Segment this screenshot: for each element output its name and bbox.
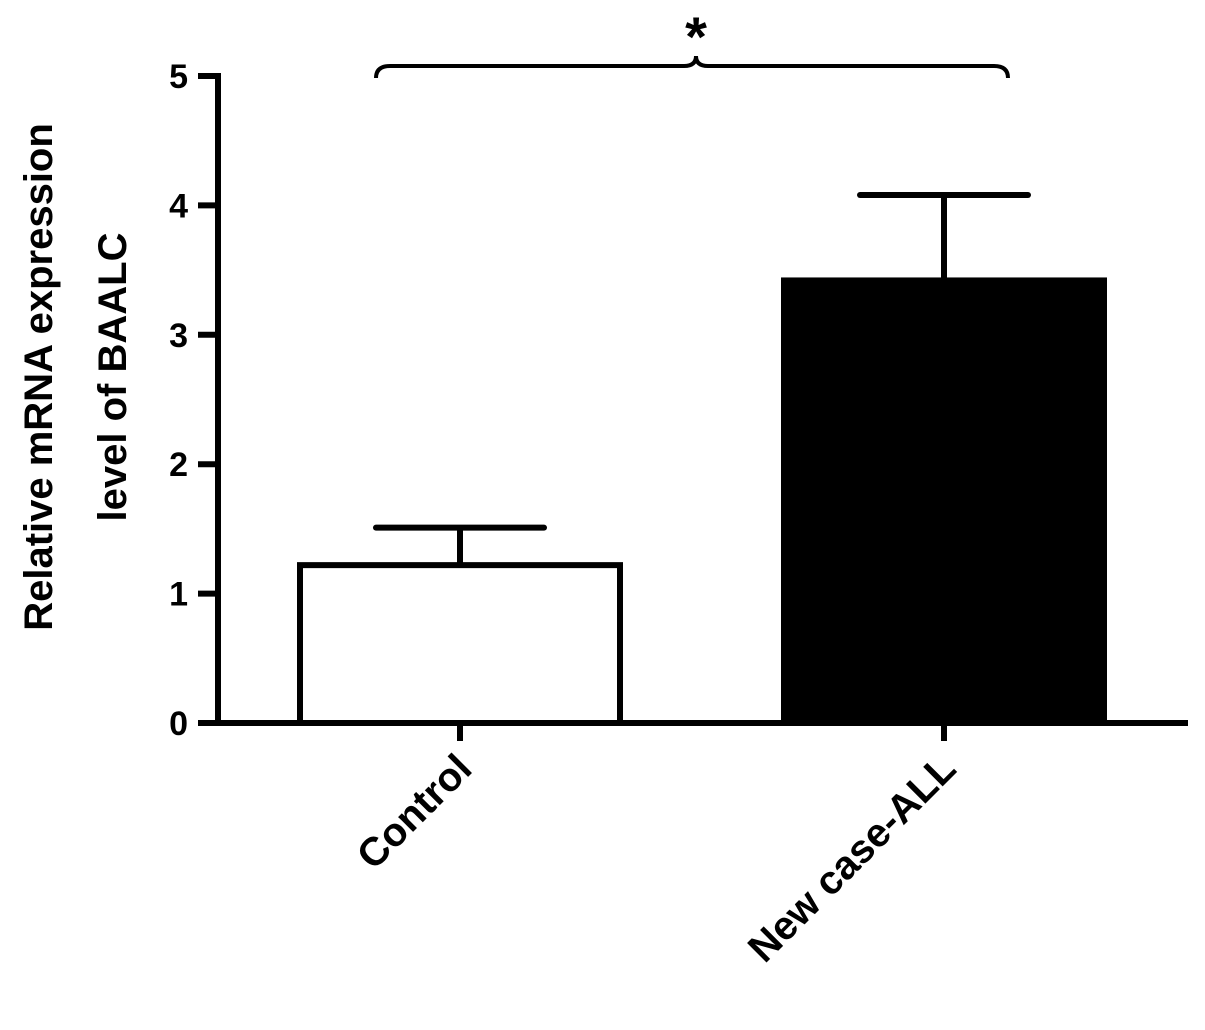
x-label-control: Control xyxy=(349,746,481,878)
y-tick-label-5: 5 xyxy=(169,58,188,96)
y-axis-title-line-2: level of BAALC xyxy=(91,233,135,522)
bar-control xyxy=(297,562,623,727)
plot-area: 0 1 2 3 4 5 Control New case-ALL * xyxy=(169,5,1188,971)
bar-new-case-all xyxy=(781,277,1107,726)
x-label-new-case-all: New case-ALL xyxy=(740,746,964,970)
y-tick-label-0: 0 xyxy=(169,705,188,743)
y-tick-label-3: 3 xyxy=(169,317,188,355)
y-axis-title: Relative mRNA expression level of BAALC xyxy=(17,123,135,631)
significance-asterisk: * xyxy=(685,5,707,68)
y-axis-title-line-1: Relative mRNA expression xyxy=(17,123,61,631)
significance-bracket xyxy=(374,55,1010,79)
y-tick-label-1: 1 xyxy=(169,576,188,614)
y-tick-label-2: 2 xyxy=(169,446,188,484)
y-tick-label-4: 4 xyxy=(169,187,188,225)
